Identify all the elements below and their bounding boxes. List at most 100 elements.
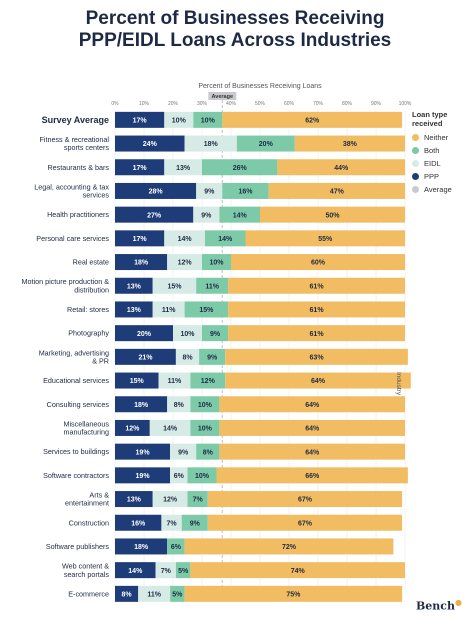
- bar-both: [181, 514, 208, 531]
- data-label-eidl: 11%: [168, 378, 182, 385]
- data-label-neither: 64%: [305, 449, 320, 456]
- x-tick-label: 70%: [313, 101, 324, 107]
- x-tick-label: 100%: [399, 101, 412, 107]
- data-label-eidl: 6%: [174, 473, 185, 480]
- category-label: Educational services: [43, 376, 109, 385]
- bar-neither: [268, 182, 405, 199]
- data-label-eidl: 12%: [178, 260, 193, 267]
- data-label-eidl: 9%: [201, 212, 212, 219]
- data-label-neither: 38%: [343, 141, 358, 148]
- data-label-eidl: 11%: [162, 307, 176, 314]
- bar-ppp: [115, 467, 171, 484]
- data-label-both: 5%: [172, 591, 183, 598]
- data-label-neither: 72%: [282, 544, 297, 551]
- data-label-both: 10%: [195, 473, 210, 480]
- data-label-ppp: 17%: [133, 236, 148, 243]
- category-label: Web content &: [62, 562, 109, 571]
- data-label-ppp: 13%: [127, 497, 142, 504]
- legend-label: PPP: [424, 172, 440, 181]
- bar-neither: [219, 396, 405, 413]
- data-label-ppp: 12%: [125, 426, 140, 433]
- bar-ppp: [115, 277, 153, 294]
- bar-neither: [184, 538, 394, 555]
- data-label-neither: 60%: [311, 260, 326, 267]
- bar-neither: [245, 230, 405, 247]
- bar-both: [193, 111, 223, 128]
- data-label-ppp: 19%: [136, 473, 151, 480]
- data-label-both: 7%: [193, 497, 204, 504]
- chart-title-line-1: Percent of Businesses Receiving: [85, 8, 385, 29]
- data-label-neither: 63%: [310, 354, 325, 361]
- data-label-neither: 64%: [311, 378, 326, 385]
- x-tick-label: 90%: [371, 101, 382, 107]
- category-label: Personal care services: [36, 234, 109, 243]
- brand-name: Bench: [416, 599, 455, 613]
- data-label-eidl: 9%: [204, 189, 215, 196]
- bar-neither: [207, 514, 403, 531]
- data-label-neither: 47%: [330, 189, 345, 196]
- category-label: Marketing, advertising: [39, 348, 109, 357]
- bar-eidl: [138, 585, 171, 602]
- data-label-ppp: 28%: [149, 189, 164, 196]
- data-label-ppp: 19%: [136, 449, 151, 456]
- data-label-ppp: 17%: [133, 165, 148, 172]
- bar-eidl: [161, 514, 182, 531]
- data-label-neither: 66%: [305, 473, 320, 480]
- bar-both: [187, 491, 208, 508]
- category-label: entertainment: [65, 499, 109, 508]
- bar-neither: [190, 562, 405, 579]
- data-label-neither: 61%: [310, 307, 325, 314]
- bar-ppp: [115, 182, 197, 199]
- category-label: Fitness & recreational: [39, 135, 109, 144]
- bar-eidl: [164, 159, 202, 176]
- data-label-neither: 50%: [325, 212, 340, 219]
- data-label-both: 11%: [205, 283, 219, 290]
- data-label-both: 16%: [238, 189, 253, 196]
- data-label-ppp: 24%: [143, 141, 158, 148]
- bar-ppp: [115, 135, 185, 152]
- bar-both: [219, 206, 260, 223]
- category-label: & PR: [92, 356, 109, 365]
- bar-both: [175, 562, 191, 579]
- chart-title: Percent of Businesses Receiving PPP/EIDL…: [0, 8, 470, 52]
- data-label-both: 14%: [218, 236, 233, 243]
- data-label-eidl: 18%: [204, 141, 219, 148]
- data-label-eidl: 12%: [163, 497, 178, 504]
- legend-swatch-ppp: [412, 173, 419, 180]
- bar-ppp: [115, 372, 159, 389]
- data-label-eidl: 14%: [178, 236, 193, 243]
- data-label-ppp: 14%: [128, 568, 143, 575]
- x-tick-label: 20%: [168, 101, 179, 107]
- bar-ppp: [115, 443, 171, 460]
- data-label-neither: 44%: [334, 165, 349, 172]
- legend-item-eidl: EIDL: [412, 157, 470, 170]
- bar-ppp: [115, 538, 168, 555]
- y-axis-label: Industry: [395, 372, 402, 396]
- bar-ppp: [115, 325, 173, 342]
- category-label: Software publishers: [46, 542, 110, 551]
- bar-eidl: [164, 230, 205, 247]
- legend-label: Both: [424, 146, 440, 155]
- bar-both: [204, 230, 246, 247]
- data-label-neither: 74%: [291, 568, 306, 575]
- bar-ppp: [115, 230, 165, 247]
- category-label: Real estate: [73, 258, 109, 267]
- bar-ppp: [115, 585, 139, 602]
- bar-eidl: [158, 372, 191, 389]
- data-label-both: 5%: [178, 568, 189, 575]
- category-label: E-commerce: [68, 589, 109, 598]
- data-label-neither: 64%: [305, 402, 320, 409]
- data-label-eidl: 8%: [182, 354, 193, 361]
- legend-swatch-eidl: [412, 160, 419, 167]
- data-label-both: 14%: [233, 212, 248, 219]
- category-label: Survey Average: [42, 115, 109, 125]
- bar-eidl: [193, 206, 220, 223]
- bar-ppp: [115, 254, 168, 271]
- data-label-ppp: 15%: [130, 378, 145, 385]
- bar-eidl: [155, 562, 176, 579]
- category-label: manufacturing: [63, 428, 109, 437]
- data-label-ppp: 20%: [137, 331, 152, 338]
- x-tick-label: 40%: [226, 101, 237, 107]
- data-label-ppp: 13%: [127, 283, 142, 290]
- category-label: Construction: [69, 518, 109, 527]
